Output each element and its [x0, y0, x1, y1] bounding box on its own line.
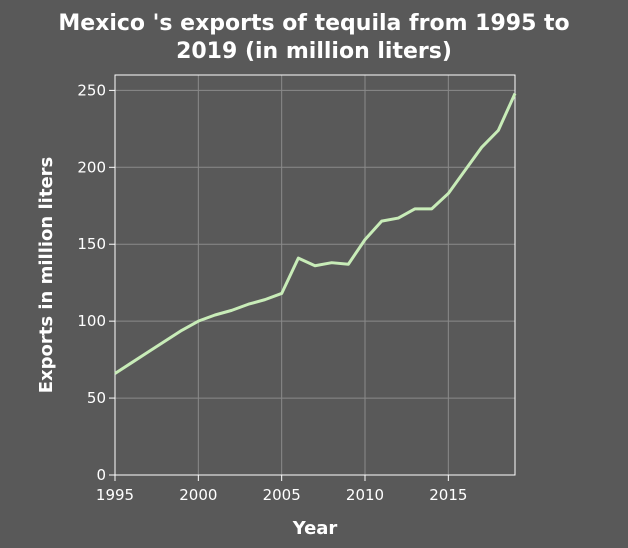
x-tick-label-2015: 2015 — [429, 486, 467, 504]
chart-title-line-2: 2019 (in million liters) — [176, 39, 452, 64]
grid-lines — [114, 75, 515, 475]
x-tick-label-2005: 2005 — [263, 486, 301, 504]
x-tick-label-2010: 2010 — [346, 486, 384, 504]
y-tick-label-250: 250 — [77, 81, 106, 99]
x-axis-label: Year — [292, 518, 338, 539]
series-line-tequila-exports — [114, 92, 517, 375]
y-tick-label-150: 150 — [77, 235, 106, 253]
axis-ticks — [109, 89, 449, 481]
y-tick-label-0: 0 — [96, 466, 106, 484]
y-tick-label-50: 50 — [87, 389, 106, 407]
plot-frame — [114, 74, 516, 476]
chart-title-line-1: Mexico 's exports of tequila from 1995 t… — [58, 11, 569, 36]
x-tick-label-2000: 2000 — [179, 486, 217, 504]
tick-labels: 1995 2000 2005 2010 2015 0 50 100 150 200 250 — [77, 81, 467, 504]
x-tick-label-1995: 1995 — [96, 486, 134, 504]
y-axis-label: Exports in million liters — [36, 157, 57, 394]
y-tick-label-100: 100 — [77, 312, 106, 330]
y-tick-label-200: 200 — [77, 158, 106, 176]
